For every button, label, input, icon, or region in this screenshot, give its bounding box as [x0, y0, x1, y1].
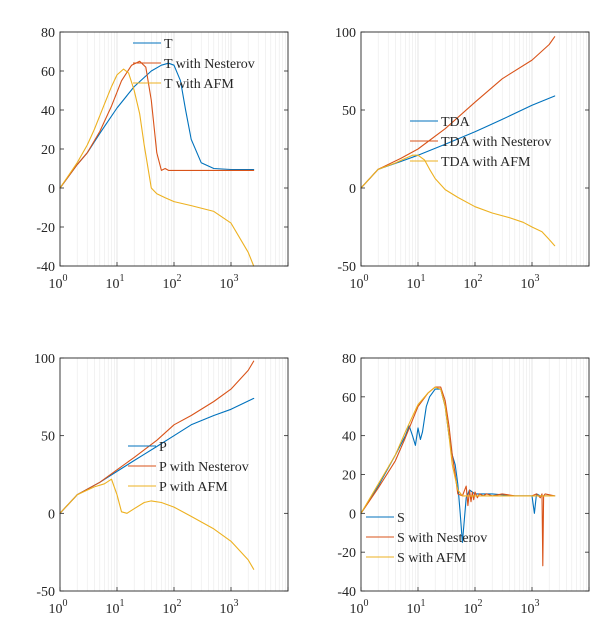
x-tick-label: 103: [521, 273, 540, 292]
y-tick-label: -50: [36, 585, 55, 600]
series-line-3: [59, 68, 255, 267]
series-line-2: [59, 360, 255, 514]
legend: TDA TDA with Nesterov TDA with AFM: [410, 115, 551, 170]
y-tick-label: 60: [41, 65, 55, 80]
legend-label: S with Nesterov: [397, 531, 487, 546]
y-tick-label: -20: [337, 546, 356, 561]
x-tick-label: 102: [163, 598, 182, 617]
legend-label: TDA with Nesterov: [441, 135, 551, 150]
legend-label: S: [397, 511, 405, 526]
y-tick-label: -40: [337, 585, 356, 600]
y-tick-label: 0: [48, 182, 55, 197]
series-line-1: [59, 62, 255, 189]
y-tick-label: 50: [342, 104, 356, 119]
x-tick-label: 101: [407, 273, 426, 292]
x-tick-label: 100: [49, 598, 68, 617]
y-tick-label: 0: [48, 507, 55, 522]
x-tick-label: 102: [163, 273, 182, 292]
legend-label: T with AFM: [164, 77, 234, 92]
y-tick-label: -20: [36, 221, 55, 236]
x-tick-label: 100: [350, 273, 369, 292]
legend-label: P: [159, 440, 167, 455]
chart-panel-3: -50 0 50 100 100 101 102 103 P P with Nesterov P w…: [34, 352, 289, 617]
chart-panel-1: -40 -20 0 20 40 60 80 100 101 102 103 T T with Neste…: [36, 26, 289, 292]
series-line-2: [360, 36, 556, 189]
y-tick-label: -50: [337, 260, 356, 275]
x-tick-label: 103: [220, 598, 239, 617]
y-tick-label: 60: [342, 391, 356, 406]
legend-label: TDA with AFM: [441, 155, 531, 170]
x-tick-label: 103: [521, 598, 540, 617]
y-tick-label: 20: [41, 143, 55, 158]
y-tick-label: 80: [41, 26, 55, 41]
x-tick-label: 100: [49, 273, 68, 292]
y-tick-label: 0: [349, 507, 356, 522]
x-tick-label: 102: [464, 273, 483, 292]
legend: P P with Nesterov P with AFM: [128, 440, 249, 495]
legend: S S with Nesterov S with AFM: [366, 511, 487, 566]
chart-panel-2: -50 0 50 100 100 101 102 103 TDA TDA with Nestero…: [335, 26, 590, 292]
series-line-2: [59, 60, 255, 189]
y-tick-label: 100: [34, 352, 55, 367]
series-line-3: [360, 386, 556, 514]
chart-panel-4: -40 -20 0 20 40 60 80 100 101 102 103 S S with Neste…: [337, 352, 590, 617]
x-tick-label: 100: [350, 598, 369, 617]
x-tick-label: 103: [220, 273, 239, 292]
series-line-3: [360, 154, 556, 247]
y-tick-label: 50: [41, 430, 55, 445]
y-tick-label: -40: [36, 260, 55, 275]
legend-label: P with Nesterov: [159, 460, 249, 475]
legend: T T with Nesterov T with AFM: [133, 37, 255, 92]
legend-label: S with AFM: [397, 551, 467, 566]
x-tick-label: 101: [106, 273, 125, 292]
y-tick-label: 40: [41, 104, 55, 119]
y-tick-label: 40: [342, 430, 356, 445]
x-tick-label: 101: [106, 598, 125, 617]
legend-label: T with Nesterov: [164, 57, 255, 72]
y-tick-label: 0: [349, 182, 356, 197]
legend-label: TDA: [441, 115, 471, 130]
y-tick-label: 100: [335, 26, 356, 41]
x-tick-label: 101: [407, 598, 426, 617]
legend-label: T: [164, 37, 173, 52]
series-line-3: [59, 478, 255, 570]
legend-label: P with AFM: [159, 480, 228, 495]
y-tick-label: 80: [342, 352, 356, 367]
y-tick-label: 20: [342, 469, 356, 484]
x-tick-label: 102: [464, 598, 483, 617]
